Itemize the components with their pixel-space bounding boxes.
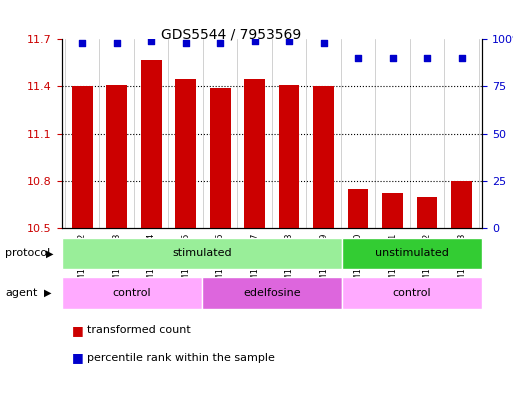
FancyBboxPatch shape [342,277,482,309]
Bar [210,88,230,228]
Point [147,38,155,44]
Bar [382,193,403,228]
Point [250,38,259,44]
Text: percentile rank within the sample: percentile rank within the sample [87,353,275,363]
Point [113,40,121,46]
Point [423,55,431,61]
Point [320,40,328,46]
FancyBboxPatch shape [62,237,342,270]
Text: ▶: ▶ [46,248,54,259]
FancyBboxPatch shape [342,237,482,270]
Bar [417,196,438,228]
Point [458,55,466,61]
Text: agent: agent [5,288,37,298]
Bar [244,79,265,228]
Text: protocol: protocol [5,248,50,259]
Text: transformed count: transformed count [87,325,191,335]
Point [78,40,86,46]
Bar [141,60,162,228]
FancyBboxPatch shape [202,277,342,309]
Point [388,55,397,61]
Text: GDS5544 / 7953569: GDS5544 / 7953569 [161,28,301,42]
Bar [313,86,334,228]
Text: edelfosine: edelfosine [243,288,301,298]
Point [182,40,190,46]
Text: ▶: ▶ [44,288,51,298]
Bar [451,181,472,228]
Text: control: control [393,288,431,298]
FancyBboxPatch shape [62,277,202,309]
Bar [106,85,127,228]
Point [354,55,362,61]
Text: unstimulated: unstimulated [375,248,449,259]
Text: ■: ■ [72,323,84,337]
Text: ■: ■ [72,351,84,364]
Bar [72,86,92,228]
Bar [279,85,300,228]
Point [285,38,293,44]
Text: stimulated: stimulated [172,248,231,259]
Point [216,40,224,46]
Bar [348,189,368,228]
Text: control: control [112,288,151,298]
Bar [175,79,196,228]
